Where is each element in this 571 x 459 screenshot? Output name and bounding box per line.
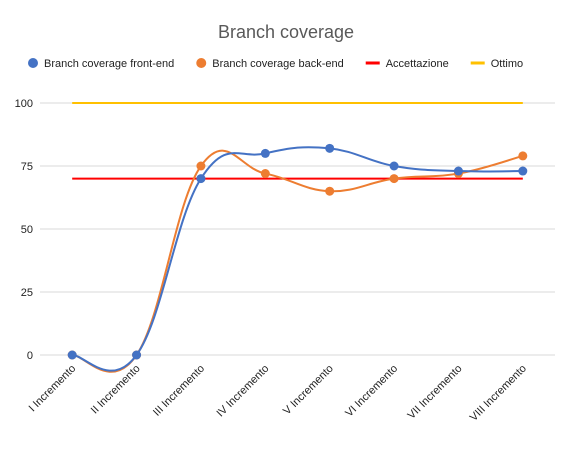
legend-label: Branch coverage back-end [212,58,343,70]
legend: Branch coverage front-end Branch coverage… [28,58,523,70]
data-point-branch-coverage-back-end [260,169,270,179]
y-tick-label: 75 [21,161,33,173]
x-tick-label: VII Incremento [405,363,464,422]
legend-item: Accettazione [365,58,449,70]
series-line-branch-coverage-front-end [72,146,523,372]
series-group [67,102,528,373]
x-tick-label: I Incremento [27,363,79,415]
x-tick-label: V Incremento [281,363,336,418]
x-tick-label: VI Incremento [343,363,400,420]
data-point-branch-coverage-back-end [325,186,335,196]
series-line-branch-coverage-back-end [72,149,524,373]
y-tick-label: 100 [15,98,33,110]
x-axis: I Incremento II Incremento III Incremento I… [27,363,529,424]
legend-label: Ottimo [491,58,523,70]
legend-label: Branch coverage front-end [44,58,174,70]
data-point-branch-coverage-front-end [453,166,463,176]
y-axis: 0 25 50 75 100 [15,98,33,362]
x-tick-label: VIII Incremento [468,363,529,424]
data-point-branch-coverage-front-end [325,143,335,153]
legend-item: Branch coverage back-end [196,58,344,70]
grid [40,102,555,356]
data-point-branch-coverage-front-end [389,161,399,171]
data-point-branch-coverage-front-end [260,148,270,158]
legend-item: Ottimo [470,58,523,70]
chart-title: Branch coverage [218,22,354,42]
data-point-branch-coverage-front-end [518,166,528,176]
legend-marker [196,58,207,68]
data-point-branch-coverage-front-end [67,350,77,360]
data-point-branch-coverage-back-end [518,151,528,161]
x-tick-label: IV Incremento [215,363,272,420]
x-tick-label: III Incremento [151,363,207,419]
legend-label: Accettazione [386,58,449,70]
data-point-branch-coverage-back-end [389,174,399,184]
y-tick-label: 25 [21,287,33,299]
data-point-branch-coverage-front-end [196,174,206,184]
legend-marker [28,58,38,68]
data-point-branch-coverage-back-end [196,161,206,171]
legend-item: Branch coverage front-end [28,58,174,70]
y-tick-label: 50 [21,224,33,236]
y-tick-label: 0 [27,350,33,362]
data-point-branch-coverage-front-end [132,350,142,360]
